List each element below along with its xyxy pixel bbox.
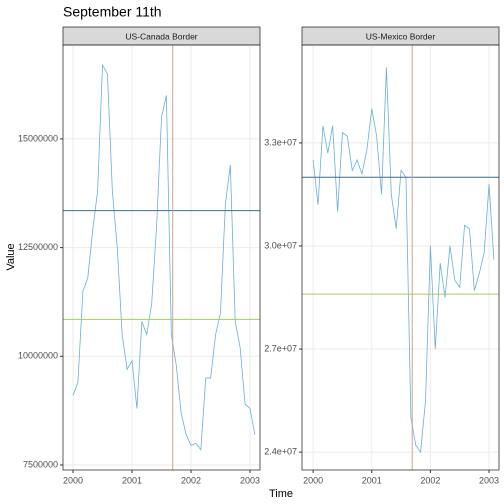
chart-title: September 11th [63, 4, 162, 20]
strip-label: US-Mexico Border [366, 31, 436, 41]
strip-label: US-Canada Border [125, 31, 197, 41]
x-tick-label: 2001 [122, 475, 142, 485]
y-tick-label: 7500000 [23, 459, 58, 469]
y-axis-label: Value [5, 243, 17, 270]
y-tick-label: 2.4e+07 [264, 447, 297, 457]
y-tick-label: 10000000 [18, 351, 58, 361]
x-tick-label: 2001 [362, 475, 382, 485]
panel-border [62, 44, 261, 471]
x-tick-label: 2000 [63, 475, 83, 485]
x-tick-label: 2003 [479, 475, 499, 485]
y-tick-label: 3.3e+07 [264, 137, 297, 147]
panel-border [301, 44, 500, 471]
x-tick-label: 2002 [181, 475, 201, 485]
panel-background [63, 45, 260, 470]
x-tick-label: 2002 [420, 475, 440, 485]
y-tick-label: 2.7e+07 [264, 343, 297, 353]
x-axis-label: Time [269, 488, 293, 500]
x-tick-label: 2003 [240, 475, 260, 485]
series-line [72, 63, 256, 451]
series-line [312, 67, 495, 454]
y-tick-label: 15000000 [18, 133, 58, 143]
y-tick-label: 12500000 [18, 242, 58, 252]
panel-background [302, 45, 499, 470]
y-tick-label: 3.0e+07 [264, 240, 297, 250]
x-tick-label: 2000 [303, 475, 323, 485]
